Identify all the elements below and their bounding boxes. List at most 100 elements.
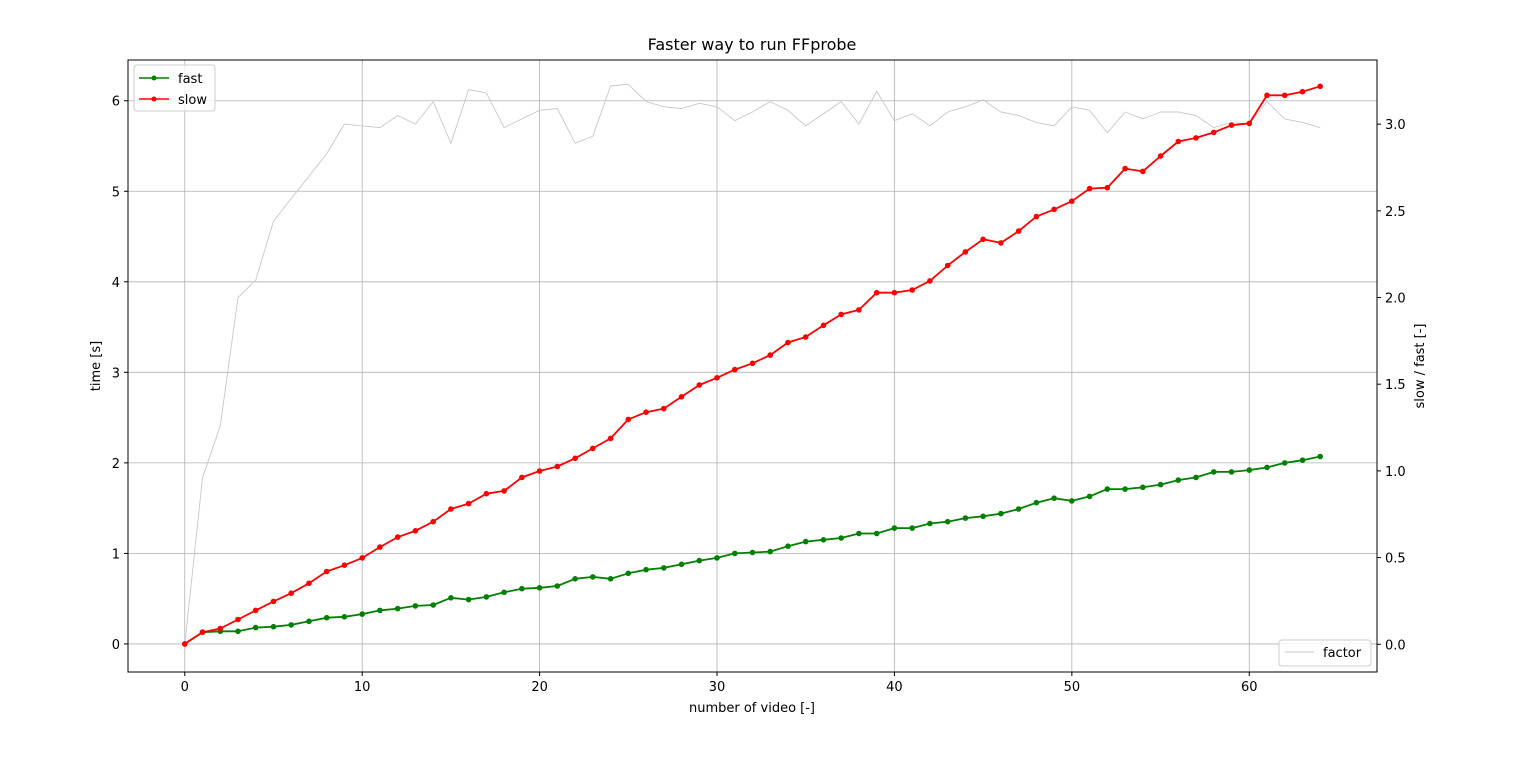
legend-right-box (1278, 639, 1372, 667)
fast-point (1015, 506, 1022, 512)
fast-point (1140, 484, 1146, 491)
fast-point (306, 618, 312, 625)
y2-tick-label: 0.0 (1385, 638, 1406, 653)
slow-point (838, 311, 844, 318)
slow-point (483, 490, 490, 497)
y-tick-label: 4 (112, 276, 120, 291)
slow-point (767, 352, 773, 358)
fast-point (802, 538, 809, 545)
fast-point (1104, 486, 1111, 492)
y-tick-label: 5 (112, 185, 120, 200)
x-tick-label: 30 (709, 680, 726, 695)
legend-fast-marker (151, 75, 157, 81)
fast-point (1193, 474, 1199, 481)
slow-point (465, 500, 472, 507)
x-tick-label: 40 (886, 680, 903, 695)
fast-point (962, 515, 969, 521)
chart-title: Faster way to run FFprobe (648, 35, 857, 54)
fast-point (252, 624, 259, 631)
fast-point (1033, 499, 1040, 506)
slow-point (323, 568, 330, 575)
slow-point (1175, 138, 1182, 145)
slow-point (270, 598, 277, 605)
slow-point (1299, 88, 1306, 95)
slow-point (749, 360, 756, 367)
slow-point (625, 416, 632, 423)
grid (128, 60, 1377, 672)
legend-slow-label: slow (178, 93, 207, 108)
slow-point (288, 590, 295, 596)
y2-tick-label: 2.0 (1385, 292, 1406, 307)
x-axis-label: number of video [-] (689, 701, 815, 716)
x-tick-label: 0 (181, 680, 189, 695)
y-tick-label: 2 (112, 457, 120, 472)
slow-point (980, 236, 986, 243)
y2-tick-label: 3.0 (1385, 118, 1406, 133)
y-axis-right: 0.0 0.5 1.0 1.5 2.0 2.5 3.0 (1377, 118, 1406, 653)
slow-point (1193, 135, 1199, 141)
slow-point (554, 463, 561, 470)
fast-point (483, 594, 490, 600)
fast-point (235, 628, 241, 635)
fast-point (590, 574, 596, 580)
slow-point (607, 435, 614, 442)
y-tick-label: 1 (112, 547, 120, 562)
fast-point (1299, 457, 1306, 464)
slow-point (1122, 165, 1128, 172)
slow-point (643, 409, 649, 416)
slow-point (377, 544, 383, 550)
slow-series (182, 83, 1323, 647)
legend-right: factor (1278, 639, 1372, 667)
y-axis-left: 0 1 2 3 4 5 6 (112, 95, 128, 653)
fast-point (1228, 469, 1235, 475)
fast-point (519, 585, 525, 592)
fast-point (1069, 498, 1075, 504)
legend-slow-marker (151, 96, 157, 102)
fast-point (714, 555, 720, 561)
slow-point (394, 534, 401, 540)
x-tick-label: 60 (1241, 680, 1258, 695)
slow-point (412, 528, 419, 534)
factor-series (184, 83, 1321, 645)
slow-point (1317, 83, 1323, 90)
slow-point (802, 334, 809, 340)
factor-line (184, 83, 1321, 645)
slow-point (1069, 198, 1075, 204)
slow-point (1211, 129, 1217, 136)
fast-point (1246, 467, 1253, 473)
x-axis: 0 10 20 30 40 50 60 (181, 672, 1258, 695)
slow-point (1051, 206, 1057, 213)
fast-point (1317, 453, 1323, 460)
slow-point (1086, 185, 1093, 192)
slow-point (661, 405, 667, 412)
slow-point (998, 240, 1004, 246)
fast-point (980, 513, 986, 520)
y2-tick-label: 1.5 (1385, 378, 1406, 393)
slow-point (182, 641, 188, 647)
fast-point (927, 520, 933, 527)
y-tick-label: 6 (112, 95, 120, 110)
fast-point (1051, 495, 1057, 502)
slow-point (501, 488, 507, 494)
fast-point (696, 557, 703, 564)
fast-point (572, 576, 578, 582)
slow-point (1157, 153, 1164, 159)
slow-point (536, 468, 543, 474)
slow-point (1033, 213, 1040, 220)
fast-point (661, 565, 667, 571)
slow-point (1264, 92, 1270, 99)
plot-frame (127, 59, 1378, 673)
legend-left: fast slow (133, 64, 216, 112)
fast-point (448, 595, 454, 601)
x-tick-label: 20 (531, 680, 548, 695)
slow-point (714, 375, 720, 381)
slow-point (430, 518, 437, 525)
slow-point (1228, 122, 1235, 128)
y-tick-label: 3 (112, 366, 120, 381)
slow-point (944, 262, 951, 269)
slow-point (1015, 228, 1022, 234)
y2-tick-label: 1.0 (1385, 465, 1406, 480)
slow-point (590, 445, 596, 452)
fast-point (1157, 481, 1164, 488)
slow-point (341, 562, 348, 568)
